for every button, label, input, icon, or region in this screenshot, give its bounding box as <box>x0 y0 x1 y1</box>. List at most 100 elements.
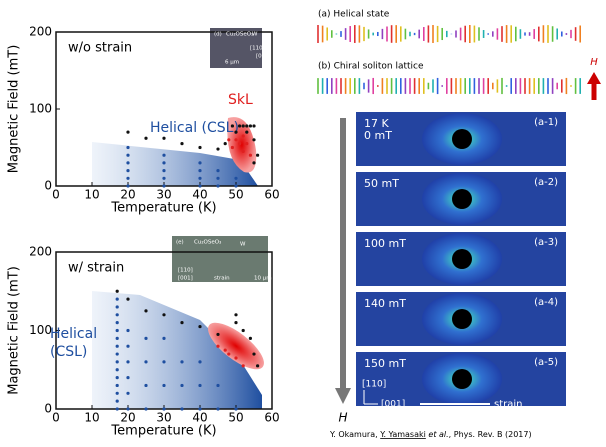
data-point <box>230 124 234 128</box>
helical-region <box>92 142 258 186</box>
data-point <box>238 142 242 146</box>
data-point <box>227 138 231 142</box>
data-point <box>115 344 119 348</box>
chart-title: w/ strain <box>68 261 124 276</box>
data-point <box>198 161 202 165</box>
data-point <box>245 130 249 134</box>
data-point <box>227 352 231 356</box>
illustration-label: (a) Helical state <box>318 10 390 20</box>
data-point <box>216 147 220 151</box>
inset-label: W <box>252 32 258 38</box>
data-point <box>144 360 148 364</box>
data-point <box>126 184 130 188</box>
data-point <box>162 161 166 165</box>
x-tick-label: 10 <box>84 188 99 202</box>
data-point <box>234 313 238 317</box>
data-point <box>126 161 130 165</box>
panel-temperature: 17 K <box>364 117 389 130</box>
data-point <box>198 169 202 173</box>
data-point <box>162 169 166 173</box>
data-point <box>256 153 260 157</box>
x-tick-label: 0 <box>52 411 60 425</box>
x-tick-label: 60 <box>264 411 279 425</box>
x-tick-label: 30 <box>156 188 171 202</box>
field-arrow-head <box>335 388 351 404</box>
x-tick-label: 10 <box>84 411 99 425</box>
field-label: H <box>590 57 598 68</box>
data-point <box>115 368 119 372</box>
chart-title: w/o strain <box>68 41 132 56</box>
inset-label: 6 μm <box>225 60 239 66</box>
panel-label: (a-1) <box>534 117 558 128</box>
data-point <box>126 328 130 333</box>
data-point <box>234 176 238 180</box>
data-point <box>115 399 119 403</box>
data-point <box>180 321 184 325</box>
data-point <box>216 184 220 188</box>
images: (a) Helical state (b) Chiral soliton lat… <box>318 10 601 439</box>
data-point <box>248 153 252 157</box>
axis-label: [110] <box>362 380 386 390</box>
inset-label: (d) <box>214 32 222 38</box>
data-point <box>234 138 238 142</box>
data-point <box>230 145 234 150</box>
data-point <box>180 383 184 388</box>
data-point <box>241 149 245 153</box>
data-point <box>126 391 130 395</box>
data-point <box>126 169 130 173</box>
x-tick-label: 40 <box>192 188 207 202</box>
panel-field: 0 mT <box>364 129 392 142</box>
inset-label: strain <box>214 276 230 282</box>
phase-diagrams <box>92 28 268 409</box>
inset-image <box>172 236 268 282</box>
data-point <box>115 407 119 411</box>
data-point <box>198 383 202 388</box>
data-point <box>234 184 238 188</box>
x-tick-label: 30 <box>156 411 171 425</box>
data-point <box>162 336 166 340</box>
data-point <box>248 336 252 340</box>
data-point <box>162 383 166 388</box>
helical-region <box>92 291 262 409</box>
data-point <box>162 313 166 317</box>
data-point <box>252 161 256 165</box>
data-point <box>216 169 220 173</box>
data-point <box>115 305 119 309</box>
panel-field: 140 mT <box>364 297 406 310</box>
data-point <box>216 407 220 411</box>
data-point <box>216 383 220 388</box>
data-point <box>162 360 166 364</box>
data-point <box>126 376 130 380</box>
data-point <box>144 336 148 340</box>
data-point <box>198 145 202 150</box>
citation-part: , Phys. Rev. B (2017) <box>449 430 532 439</box>
data-point <box>198 324 202 329</box>
field-label: H <box>338 411 347 425</box>
data-point <box>241 328 245 333</box>
strain-label: strain <box>494 399 523 410</box>
inset-label: Cu₂OSeO₃ <box>194 240 221 246</box>
panel-label: (a-4) <box>534 297 558 308</box>
data-point <box>234 407 238 411</box>
data-point <box>216 176 220 180</box>
inset-label: [110] <box>178 268 193 274</box>
axis-label: [001] <box>381 400 405 410</box>
x-tick-label: 20 <box>120 411 135 425</box>
skl-region <box>208 322 264 370</box>
inset-label: W <box>240 242 246 248</box>
x-tick-label: 20 <box>120 188 135 202</box>
data-point <box>252 124 256 128</box>
data-point <box>216 332 220 337</box>
data-point <box>115 289 119 293</box>
data-point <box>115 313 119 317</box>
data-point <box>126 145 130 150</box>
inset-image <box>210 28 262 68</box>
data-point <box>126 360 130 364</box>
beam-stop <box>452 189 472 209</box>
beam-stop <box>452 249 472 269</box>
y-tick-label: 100 <box>29 323 52 337</box>
data-point <box>245 142 249 146</box>
field-arrow-head <box>587 72 601 84</box>
panel-field: 150 mT <box>364 357 406 370</box>
